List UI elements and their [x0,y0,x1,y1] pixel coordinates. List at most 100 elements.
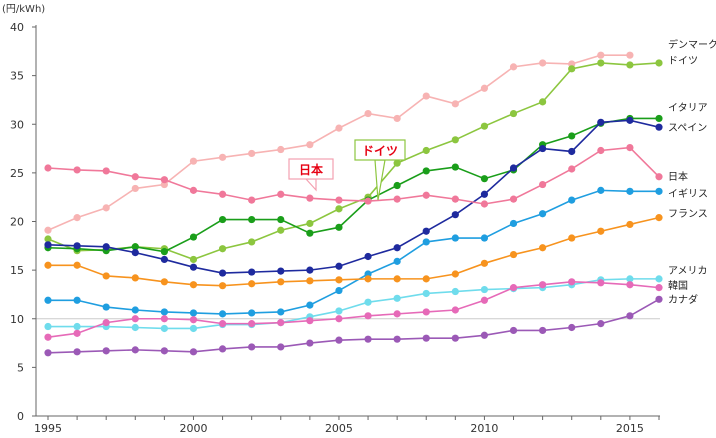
series-line [48,189,659,315]
data-point [480,200,489,208]
data-point [509,195,518,203]
data-point [44,322,52,331]
data-point [597,279,605,287]
data-point [509,63,518,71]
series-デンマーク [44,51,634,234]
data-point [422,167,430,175]
data-point [189,281,198,289]
data-point [480,285,489,294]
data-point [131,315,139,323]
data-point [306,301,314,309]
data-point [393,310,401,318]
data-point [393,294,401,302]
data-point [422,227,430,235]
data-point [480,190,489,198]
data-point [509,109,518,118]
data-point [277,308,285,316]
data-point [451,211,459,219]
data-point [393,244,401,252]
legend-label: イタリア [668,102,708,114]
data-point [335,196,343,204]
x-tick-label: 2015 [616,422,644,435]
legend-label: カナダ [668,293,698,306]
data-point [335,307,343,315]
series-line [47,117,659,253]
data-point [73,329,81,337]
data-point [248,196,256,204]
data-point [480,234,489,242]
data-point [44,349,52,357]
data-point [248,149,256,158]
data-point [422,146,430,155]
data-point [655,187,663,195]
y-axis-unit-label: (円/kWh) [2,4,45,15]
data-point [539,326,547,335]
data-point [655,275,663,283]
data-point [335,336,343,344]
data-point [160,324,168,333]
series-line [47,62,660,261]
data-point [568,323,576,332]
data-point [306,194,314,202]
series-line [47,119,660,274]
y-tick-label: 40 [10,21,24,34]
y-tick-label: 35 [10,70,24,83]
data-point [218,190,227,198]
legend-label: イギリス [668,188,708,200]
data-point [44,226,52,234]
y-tick-label: 15 [10,264,24,277]
data-point [451,163,459,171]
data-point [597,146,605,155]
data-point [306,277,314,285]
legend-label: ドイツ [668,56,698,67]
data-point [568,196,576,204]
legend-label: 韓国 [668,280,688,292]
data-point [248,309,256,317]
data-point [480,296,489,304]
data-point [597,59,605,67]
data-point [73,242,81,250]
data-point [335,286,343,295]
data-point [131,184,139,193]
legend-label: フランス [668,208,708,220]
data-point [422,275,430,283]
data-point [364,312,372,320]
data-point [451,270,459,278]
data-point [73,322,81,331]
data-point [277,215,285,224]
data-point [451,136,459,144]
data-point [568,234,576,242]
data-point [626,312,634,320]
data-point [509,326,518,335]
data-point [131,249,139,257]
data-point [131,274,139,282]
data-point [335,315,343,323]
data-point [335,276,343,284]
data-point [218,310,227,318]
data-point [539,144,547,153]
data-point [73,261,81,269]
data-point [160,278,168,286]
data-point [422,334,430,342]
data-point [539,180,547,189]
data-point [44,296,52,304]
y-tick-label: 30 [10,118,24,131]
data-point [480,331,489,339]
data-point [335,124,343,132]
data-point [626,187,634,195]
data-point [189,157,198,165]
data-point [44,333,52,341]
x-tick-label: 2000 [179,422,207,435]
data-point [451,306,459,314]
axes [35,25,660,417]
series-イギリス [44,186,663,318]
data-point [277,267,285,275]
y-tick-label: 10 [10,313,24,326]
data-point [655,114,663,123]
data-point [189,233,198,241]
data-point [44,241,52,249]
series-line [47,298,660,354]
data-point [480,122,489,130]
y-tick-label: 0 [17,410,24,423]
